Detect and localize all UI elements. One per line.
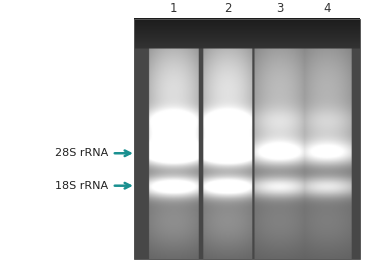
Text: 18S rRNA: 18S rRNA	[55, 181, 108, 191]
Text: 28S rRNA: 28S rRNA	[55, 148, 108, 158]
Text: 1: 1	[170, 2, 177, 14]
Text: 4: 4	[323, 2, 331, 14]
Text: 3: 3	[276, 2, 283, 14]
Text: 2: 2	[224, 2, 231, 14]
Bar	[134, 19, 360, 259]
